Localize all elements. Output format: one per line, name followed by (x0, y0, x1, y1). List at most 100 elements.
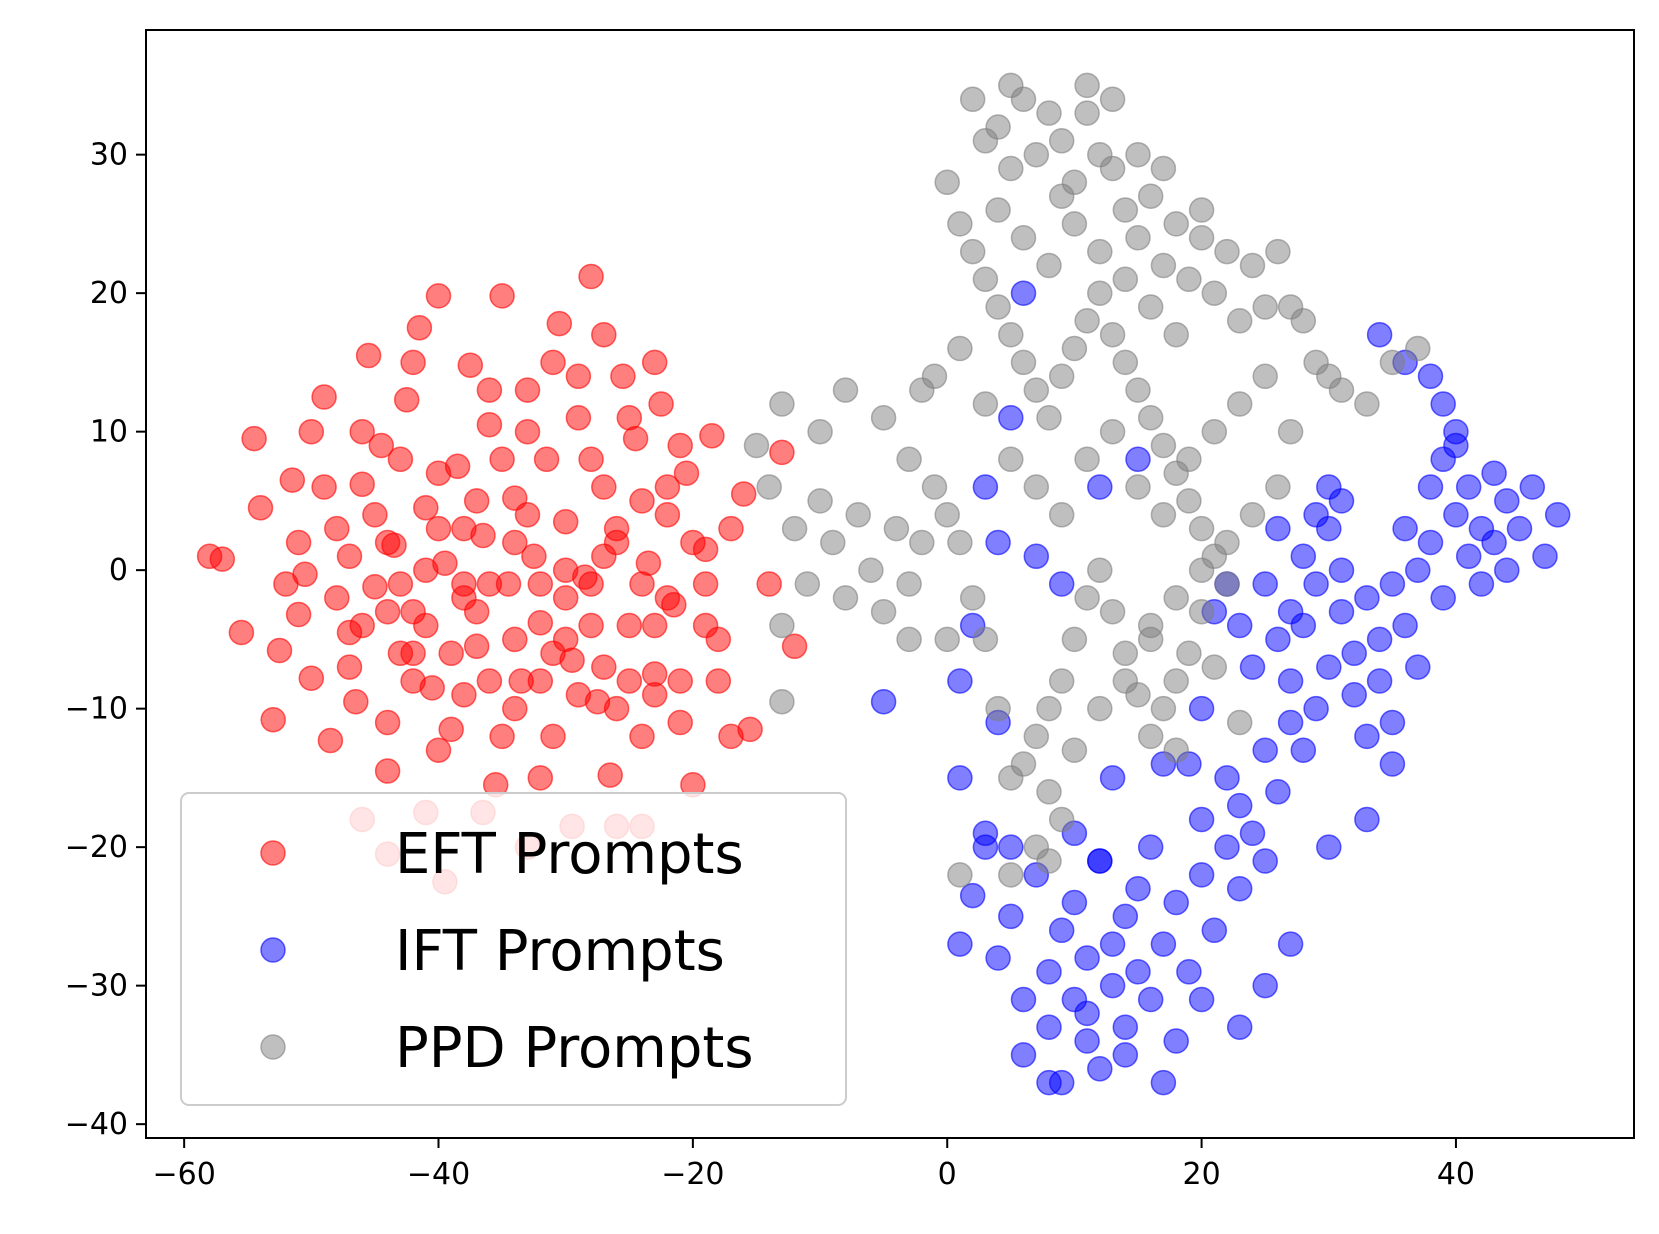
legend-marker-ppd (260, 1034, 286, 1060)
data-point (1214, 529, 1240, 556)
data-point (1074, 1028, 1100, 1054)
data-point (756, 474, 782, 500)
data-point (400, 640, 426, 667)
data-point (1074, 945, 1100, 971)
data-point (1048, 571, 1075, 597)
data-point (692, 571, 719, 597)
data-point (552, 557, 579, 583)
data-point (1201, 280, 1228, 306)
data-point (1048, 917, 1075, 944)
data-point (1125, 959, 1151, 985)
data-point (1048, 363, 1075, 390)
data-point (1061, 737, 1088, 763)
data-point (1099, 972, 1126, 999)
data-point (1303, 571, 1329, 597)
data-point (616, 612, 643, 639)
data-point (425, 515, 452, 542)
data-point (641, 682, 668, 708)
data-point (654, 585, 681, 611)
data-point (355, 342, 382, 369)
legend-label-ppd: PPD Prompts (395, 1016, 754, 1081)
data-point (870, 598, 897, 625)
data-point (1099, 321, 1126, 348)
data-point (406, 315, 433, 341)
data-point (463, 633, 490, 660)
data-point (476, 411, 503, 438)
data-point (1125, 446, 1151, 473)
data-point (1112, 349, 1139, 376)
data-point (769, 612, 795, 639)
data-point (425, 283, 452, 309)
data-point (533, 446, 560, 473)
data-point (1265, 238, 1291, 265)
data-point (807, 488, 833, 514)
data-point (463, 598, 490, 625)
data-point (705, 668, 732, 694)
data-point (1494, 488, 1520, 514)
data-point (1087, 1056, 1113, 1082)
data-point (959, 882, 986, 909)
data-point (1061, 335, 1088, 362)
data-point (502, 626, 528, 653)
data-point (972, 128, 999, 154)
data-point (546, 310, 573, 337)
data-point (228, 619, 255, 646)
data-point (1328, 557, 1355, 583)
data-point (527, 610, 554, 636)
data-point (387, 571, 414, 597)
data-point (680, 529, 706, 556)
data-point (1379, 709, 1406, 736)
data-point (1061, 626, 1088, 653)
data-point (438, 716, 464, 743)
data-point (1099, 155, 1126, 182)
data-point (1137, 834, 1164, 860)
data-point (1430, 585, 1456, 611)
data-point (1188, 862, 1215, 888)
data-point (1239, 252, 1266, 279)
data-point (285, 601, 312, 628)
data-point (807, 418, 833, 445)
data-point (1481, 460, 1507, 486)
data-point (1468, 571, 1495, 597)
data-point (1036, 405, 1062, 431)
data-point (832, 377, 859, 403)
data-point (317, 727, 344, 754)
y-tick-label: 20 (90, 276, 128, 311)
data-point (1341, 640, 1367, 667)
data-point (1074, 100, 1100, 126)
data-point (1023, 543, 1050, 570)
data-point (947, 765, 973, 791)
data-point (1328, 598, 1355, 625)
data-point (565, 405, 592, 431)
data-point (1048, 502, 1075, 528)
data-point (985, 529, 1011, 556)
legend-marker-eft (260, 840, 286, 866)
data-point (1252, 571, 1278, 597)
y-tick-label: −30 (65, 969, 128, 1004)
y-tick-label: 10 (90, 415, 128, 450)
data-point (324, 585, 350, 611)
data-point (1405, 654, 1431, 680)
data-point (1099, 418, 1126, 445)
data-point (209, 546, 236, 572)
data-point (1455, 474, 1482, 500)
data-point (1277, 709, 1304, 736)
data-point (521, 543, 547, 570)
data-point (514, 418, 541, 445)
data-point (540, 349, 566, 376)
data-point (1150, 155, 1177, 182)
data-point (972, 820, 999, 847)
data-point (998, 765, 1024, 791)
data-point (1176, 488, 1202, 514)
data-point (985, 294, 1011, 320)
data-point (1226, 391, 1253, 417)
data-point (578, 571, 604, 597)
data-point (527, 765, 554, 791)
data-point (1074, 308, 1100, 334)
data-point (1112, 197, 1139, 223)
data-point (959, 585, 986, 611)
data-point (489, 446, 515, 473)
data-point (1188, 225, 1215, 251)
data-point (909, 529, 935, 556)
